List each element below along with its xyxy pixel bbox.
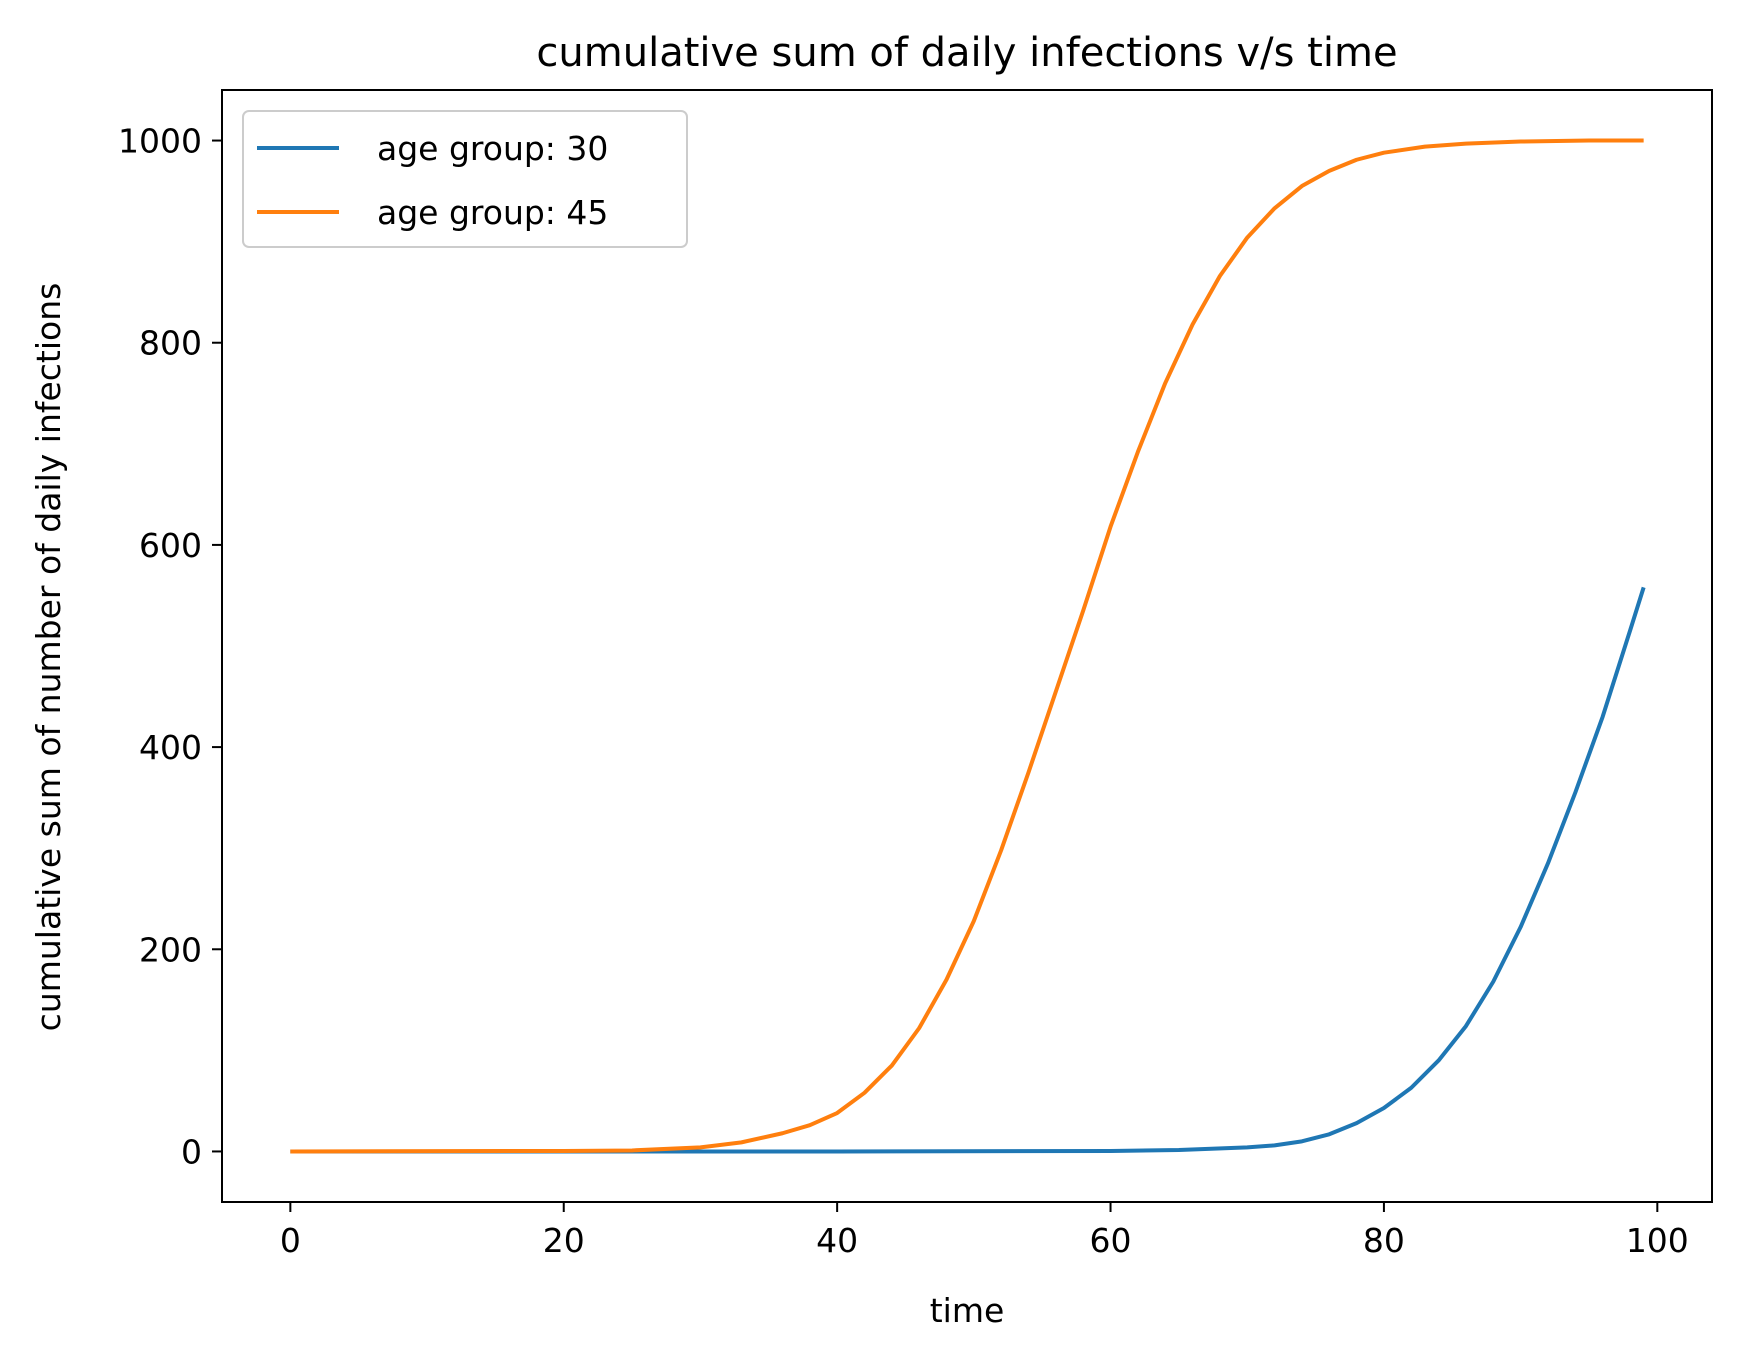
x-tick-label: 100: [1626, 1221, 1689, 1260]
legend-box: [242, 110, 688, 248]
plot-background: [222, 90, 1712, 1202]
y-tick-label: 1000: [118, 122, 202, 161]
legend-label: age group: 45: [377, 193, 608, 232]
y-tick-label: 0: [181, 1132, 202, 1171]
x-tick-label: 40: [816, 1221, 858, 1260]
plot-frame: [221, 89, 1713, 1203]
y-tick-label: 600: [139, 526, 202, 565]
x-tick-label: 80: [1363, 1221, 1405, 1260]
plot-area: [221, 89, 1713, 1203]
legend: age group: 30 age group: 45: [242, 110, 688, 248]
y-tick-label: 800: [139, 324, 202, 363]
x-axis-label: time: [930, 1291, 1005, 1330]
x-axis: 0 20 40 60 80 100: [280, 1202, 1689, 1260]
chart-title: cumulative sum of daily infections v/s t…: [536, 30, 1397, 76]
series-layer: [290, 138, 1646, 1154]
y-axis: 0 200 400 600 800 1000: [118, 122, 222, 1171]
x-tick-label: 60: [1090, 1221, 1132, 1260]
legend-label: age group: 30: [377, 129, 608, 168]
y-axis-label: cumulative sum of number of daily infect…: [29, 283, 68, 1032]
x-tick-label: 0: [280, 1221, 301, 1260]
x-tick-label: 20: [543, 1221, 585, 1260]
y-tick-label: 400: [139, 728, 202, 767]
series-line-1: [290, 138, 1644, 1154]
series-line-0: [290, 586, 1646, 1154]
y-tick-label: 200: [139, 930, 202, 969]
